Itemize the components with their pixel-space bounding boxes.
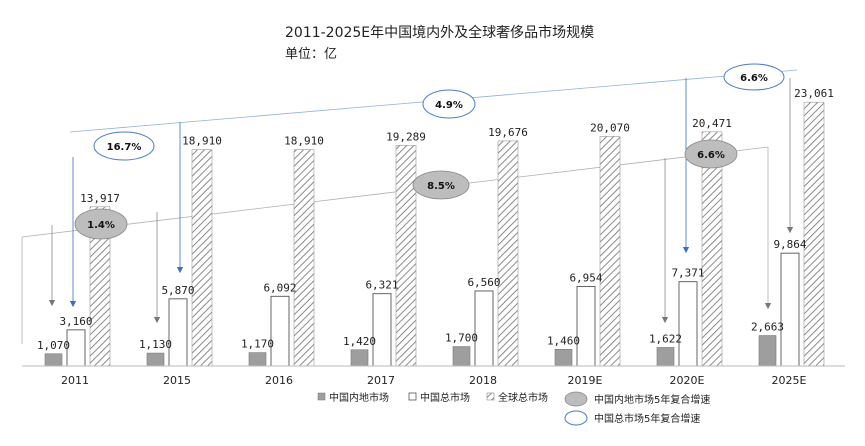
cagr-total-bubble-3 <box>723 63 785 91</box>
bar-china-total-2019E <box>576 285 596 367</box>
legend-item-mainland: 中国内地市场 <box>317 391 389 404</box>
cagr-mainland-bubble-3 <box>684 139 738 169</box>
value-label-global-2015: 18,910 <box>182 135 222 148</box>
value-label-global-2016: 18,910 <box>284 135 324 148</box>
bar-global-2016 <box>293 149 315 367</box>
value-label-mainland-2017: 1,420 <box>343 335 376 348</box>
cagr-total-bubble-2 <box>422 89 476 119</box>
bars <box>44 101 825 367</box>
legend-swatch-cagr-mainland <box>564 391 588 407</box>
x-tick-2018: 2018 <box>469 374 497 387</box>
legend-label-china-total: 中国总市场 <box>420 391 470 404</box>
legend-swatch-cagr-total <box>564 410 588 426</box>
legend-item-global: 全球总市场 <box>486 391 548 404</box>
legend-item-china-total: 中国总市场 <box>408 391 470 404</box>
cagr-total-value-1: 16.7% <box>107 142 142 153</box>
bar-china-total-2018 <box>474 290 494 367</box>
bar-global-2015 <box>191 149 213 367</box>
bar-mainland-2017 <box>350 349 369 367</box>
cagr-bubbles: 1.4% 8.5% 6.6% 16.7% 4.9% 6.6% <box>74 63 785 240</box>
bar-china-total-2025E <box>780 252 800 367</box>
value-label-mainland-2025E: 2,663 <box>751 321 784 334</box>
chart-subtitle: 单位：亿 <box>285 47 337 62</box>
bar-mainland-2025E <box>758 335 777 367</box>
value-label-china-total-2025E: 9,864 <box>773 238 806 251</box>
value-label-global-2017: 19,289 <box>386 130 426 143</box>
bar-global-2017 <box>395 145 417 367</box>
x-tick-2025E: 2025E <box>772 374 807 387</box>
bar-china-total-2016 <box>270 295 290 367</box>
value-label-mainland-2016: 1,170 <box>241 338 274 351</box>
legend-label-cagr-total: 中国总市场5年复合增速 <box>594 412 700 425</box>
legend-label-global: 全球总市场 <box>498 391 548 404</box>
cagr-mainland-value-3: 6.6% <box>697 150 725 161</box>
value-label-global-2011: 13,917 <box>80 192 120 205</box>
x-ticks: 2011 2015 2016 2017 2018 2019E 2020E 2025E <box>61 374 807 387</box>
bar-mainland-2019E <box>554 348 573 367</box>
cagr-total-bubble-1 <box>93 131 155 161</box>
bar-global-2025E <box>803 101 825 367</box>
x-tick-2015: 2015 <box>163 374 191 387</box>
legend-swatch-mainland <box>317 392 326 401</box>
value-label-mainland-2015: 1,130 <box>139 338 172 351</box>
legend-label-mainland: 中国内地市场 <box>329 391 389 404</box>
value-label-global-2018: 19,676 <box>488 126 528 139</box>
value-label-china-total-2011: 3,160 <box>59 315 92 328</box>
bar-global-2018 <box>497 140 519 367</box>
bar-mainland-2011 <box>44 353 63 367</box>
cagr-mainland-bubble-1 <box>74 208 128 240</box>
bar-china-total-2020E <box>678 281 698 367</box>
legend-swatch-global <box>486 392 495 401</box>
legend: 中国内地市场 中国总市场 全球总市场 中国内地市场5年复合增速 中国总市场5年复… <box>317 391 710 426</box>
cagr-mainland-value-2: 8.5% <box>427 181 455 192</box>
value-label-mainland-2019E: 1,460 <box>547 334 580 347</box>
bar-mainland-2015 <box>146 352 165 367</box>
value-label-mainland-2011: 1,070 <box>37 339 70 352</box>
x-tick-2020E: 2020E <box>670 374 705 387</box>
x-tick-2016: 2016 <box>265 374 293 387</box>
bar-mainland-2018 <box>452 346 471 367</box>
value-label-china-total-2017: 6,321 <box>365 279 398 292</box>
bar-global-2019E <box>599 136 621 367</box>
chart-title: 2011-2025E年中国境内外及全球奢侈品市场规模 <box>285 24 594 41</box>
cagr-total-value-2: 4.9% <box>435 100 463 111</box>
legend-item-cagr-total: 中国总市场5年复合增速 <box>564 410 700 426</box>
value-label-global-2020E: 20,471 <box>692 117 732 130</box>
x-tick-2011: 2011 <box>61 374 89 387</box>
bar-mainland-2016 <box>248 352 267 367</box>
value-labels: 1,070 3,160 13,917 1,130 5,870 18,910 1,170 6,0… <box>37 87 834 352</box>
legend-label-cagr-mainland: 中国内地市场5年复合增速 <box>594 393 710 406</box>
x-tick-2017: 2017 <box>367 374 395 387</box>
cagr-mainland-bubble-2 <box>412 170 470 200</box>
value-label-mainland-2018: 1,700 <box>445 332 478 345</box>
bar-mainland-2020E <box>656 347 675 367</box>
value-label-china-total-2015: 5,870 <box>161 284 194 297</box>
bar-china-total-2017 <box>372 293 392 367</box>
legend-item-cagr-mainland: 中国内地市场5年复合增速 <box>564 391 710 407</box>
value-label-china-total-2018: 6,560 <box>467 276 500 289</box>
value-label-china-total-2020E: 7,371 <box>671 267 704 280</box>
value-label-china-total-2019E: 6,954 <box>569 271 602 284</box>
cagr-total-value-3: 6.6% <box>740 73 768 84</box>
bar-china-total-2015 <box>168 298 188 367</box>
cagr-mainland-line <box>21 146 769 238</box>
legend-swatch-china-total <box>408 392 417 401</box>
value-label-china-total-2016: 6,092 <box>263 281 296 294</box>
x-tick-2019E: 2019E <box>568 374 603 387</box>
cagr-mainland-value-1: 1.4% <box>87 220 115 231</box>
value-label-mainland-2020E: 1,622 <box>649 332 682 345</box>
value-label-global-2019E: 20,070 <box>590 121 630 134</box>
value-label-global-2025E: 23,061 <box>794 87 834 100</box>
